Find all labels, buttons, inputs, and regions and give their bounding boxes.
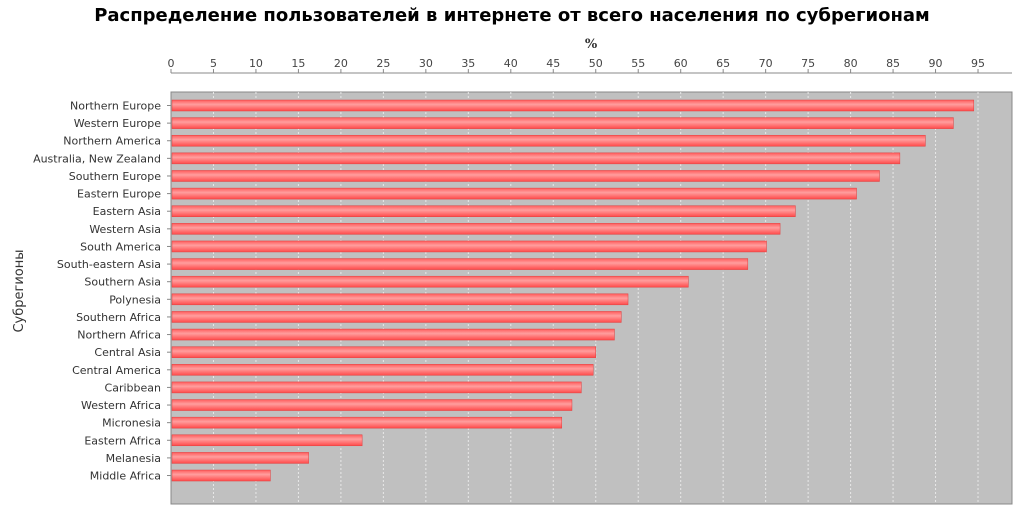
x-tick-label: 75 xyxy=(801,57,815,70)
category-label: Western Asia xyxy=(89,223,161,236)
bar xyxy=(171,364,594,376)
category-label: Middle Africa xyxy=(90,470,161,483)
category-label: Central America xyxy=(72,364,161,377)
x-tick-label: 30 xyxy=(419,57,433,70)
x-tick-label: 50 xyxy=(589,57,603,70)
bar xyxy=(171,469,271,482)
bar xyxy=(171,258,749,270)
bar xyxy=(171,99,975,112)
bars xyxy=(171,99,975,482)
x-axis-label: % xyxy=(585,37,598,52)
x-tick-label: 45 xyxy=(546,57,560,70)
category-label: Southern Asia xyxy=(84,276,161,289)
bar xyxy=(171,152,901,165)
bar xyxy=(171,187,857,200)
category-label: Southern Africa xyxy=(76,311,161,324)
bar xyxy=(171,416,563,429)
x-tick-label: 20 xyxy=(334,57,348,70)
bar xyxy=(171,205,796,217)
x-tick-label: 25 xyxy=(376,57,390,70)
category-label: Polynesia xyxy=(109,293,161,306)
x-tick-label: 10 xyxy=(249,57,263,70)
bar xyxy=(171,223,781,235)
bar xyxy=(171,399,573,411)
x-tick-label: 40 xyxy=(504,57,518,70)
y-axis-label: Субрегионы xyxy=(12,249,27,332)
x-tick-label: 85 xyxy=(886,57,900,70)
category-label: Eastern Europe xyxy=(77,188,161,201)
category-label: Melanesia xyxy=(106,452,161,465)
category-label: Northern Europe xyxy=(70,100,161,113)
x-tick-label: 90 xyxy=(929,57,943,70)
x-tick-label: 15 xyxy=(291,57,305,70)
category-label: Micronesia xyxy=(102,417,161,430)
x-tick-label: 95 xyxy=(971,57,985,70)
category-label: Central Asia xyxy=(94,346,161,359)
bar xyxy=(171,275,689,288)
x-tick-label: 70 xyxy=(759,57,773,70)
category-label: Western Africa xyxy=(81,399,161,412)
category-label: Caribbean xyxy=(105,381,161,394)
bar xyxy=(171,117,954,129)
category-label: South America xyxy=(80,240,161,253)
bar xyxy=(171,452,309,464)
category-label: Northern America xyxy=(63,135,161,148)
bar xyxy=(171,240,767,253)
bar xyxy=(171,328,615,341)
bar xyxy=(171,293,629,306)
x-axis: 0 5 10 15 20 25 30 35 40 45 50 55 60 65 70 75 80 85 90 95 xyxy=(168,57,1012,74)
x-tick-label: 0 xyxy=(168,57,175,70)
category-labels: Northern Europe Western Europe Northern Am… xyxy=(33,100,171,483)
bar xyxy=(171,170,880,182)
category-label: Northern Africa xyxy=(77,329,161,342)
chart-title: Распределение пользователей в интернете … xyxy=(94,5,930,26)
category-label: Australia, New Zealand xyxy=(33,152,161,165)
x-tick-label: 65 xyxy=(716,57,730,70)
bar xyxy=(171,311,622,323)
x-tick-label: 35 xyxy=(461,57,475,70)
category-label: South-eastern Asia xyxy=(57,258,161,271)
category-label: Southern Europe xyxy=(69,170,161,183)
bar xyxy=(171,381,582,394)
category-label: Western Europe xyxy=(74,117,162,130)
x-tick-label: 5 xyxy=(210,57,217,70)
category-label: Eastern Africa xyxy=(84,434,161,447)
category-label: Eastern Asia xyxy=(93,205,161,218)
bar xyxy=(171,434,363,447)
x-tick-label: 80 xyxy=(844,57,858,70)
x-tick-label: 55 xyxy=(631,57,645,70)
bar xyxy=(171,134,926,147)
x-tick-label: 60 xyxy=(674,57,688,70)
bar xyxy=(171,346,596,358)
